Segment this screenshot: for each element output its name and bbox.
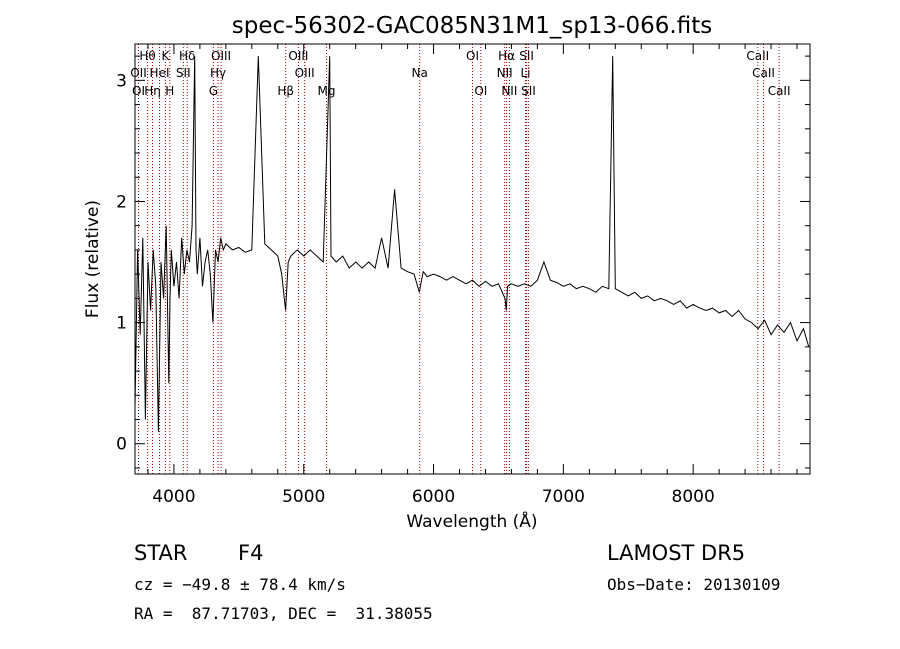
line-marker-label: Li xyxy=(520,66,530,80)
line-marker-label: OII xyxy=(130,66,147,80)
line-marker-label: SII xyxy=(176,66,191,80)
line-marker-label: OI xyxy=(466,49,479,63)
line-marker-label: Hδ xyxy=(179,49,195,63)
y-tick-label: 1 xyxy=(116,314,127,334)
line-marker-label: CaII xyxy=(746,49,769,63)
line-marker-label: K xyxy=(161,49,170,63)
y-axis: 0 1 2 3 xyxy=(116,55,810,469)
line-marker-label: OIII xyxy=(288,49,308,63)
y-tick-label: 3 xyxy=(116,71,127,91)
line-marker-label: H xyxy=(165,84,174,98)
obs-date-text: Obs−Date: 20130109 xyxy=(607,575,781,594)
line-marker-label: CaII xyxy=(768,84,791,98)
x-axis-label: Wavelength (Å) xyxy=(406,510,537,532)
spectrum-line xyxy=(134,56,810,432)
y-axis-label: Flux (relative) xyxy=(83,200,103,318)
line-marker-label: Hα xyxy=(498,49,515,63)
line-marker-label: Mg xyxy=(317,84,335,98)
line-marker-label: NII xyxy=(501,84,517,98)
line-marker-label: Hθ xyxy=(139,49,155,63)
object-class: STAR xyxy=(134,541,188,565)
x-tick-label: 4000 xyxy=(152,487,195,507)
plot-frame xyxy=(134,43,811,475)
chart-title: spec-56302-GAC085N31M1_sp13-066.fits xyxy=(232,13,712,39)
survey-label: LAMOST DR5 xyxy=(607,541,746,565)
x-tick-label: 8000 xyxy=(672,487,715,507)
redshift-text: cz = −49.8 ± 78.4 km/s xyxy=(134,575,346,594)
line-marker-label: OI xyxy=(132,84,145,98)
line-marker-label: Hη xyxy=(144,84,161,98)
spectrum-series xyxy=(134,56,810,432)
line-marker-label: OIII xyxy=(295,66,315,80)
line-marker-label: NII xyxy=(497,66,513,80)
line-markers: Hθ K Hδ OIII OIII OI Hα SII CaII OII HeI SII Hγ OIII N… xyxy=(130,44,791,474)
line-marker-label: OIII xyxy=(211,49,231,63)
line-marker-label: Hγ xyxy=(210,66,226,80)
x-tick-label: 5000 xyxy=(282,487,325,507)
line-marker-label: G xyxy=(209,84,218,98)
line-marker-label: SII xyxy=(519,49,534,63)
x-tick-label: 7000 xyxy=(542,487,585,507)
x-tick-label: 6000 xyxy=(412,487,455,507)
radec-text: RA = 87.71703, DEC = 31.38055 xyxy=(134,604,433,623)
line-marker-label: Na xyxy=(411,66,427,80)
y-tick-label: 2 xyxy=(116,192,127,212)
line-marker-label: OI xyxy=(474,84,487,98)
line-marker-label: HeI xyxy=(150,66,170,80)
object-subclass: F4 xyxy=(238,541,264,565)
line-marker-label: CaII xyxy=(752,66,775,80)
line-marker-label: SII xyxy=(521,84,536,98)
line-marker-label: Hβ xyxy=(277,84,294,98)
x-axis: 4000 5000 6000 7000 8000 xyxy=(147,44,798,507)
y-tick-label: 0 xyxy=(116,435,127,455)
